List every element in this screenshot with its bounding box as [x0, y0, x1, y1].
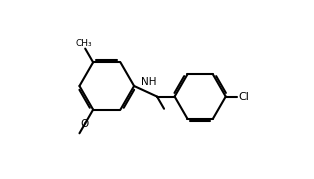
- Text: O: O: [80, 119, 89, 129]
- Text: Cl: Cl: [238, 91, 249, 101]
- Text: NH: NH: [141, 77, 157, 87]
- Text: CH₃: CH₃: [76, 39, 93, 48]
